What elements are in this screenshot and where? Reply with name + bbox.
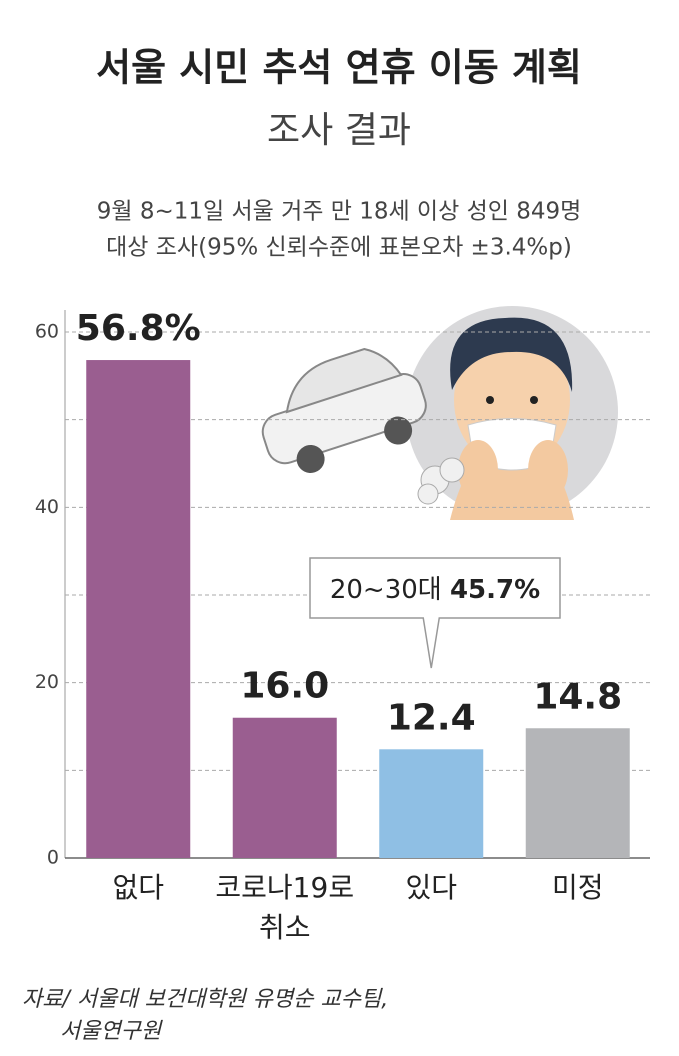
bar	[379, 749, 484, 858]
chart-subtitle: 조사 결과	[267, 110, 411, 151]
callout-box	[309, 557, 561, 669]
annotation-value: 45.7%	[450, 575, 540, 605]
bar	[525, 728, 630, 858]
value-label: 14.8	[533, 676, 622, 717]
x-tick-label: 있다	[405, 871, 458, 904]
bar	[232, 717, 337, 858]
bar	[86, 360, 191, 858]
chart-title: 서울 시민 추석 연휴 이동 계획	[96, 46, 582, 90]
y-tick-label: 20	[35, 671, 59, 693]
description: 대상 조사(95% 신뢰수준에 표본오차 ±3.4%p)	[106, 235, 572, 261]
y-tick-label: 40	[35, 496, 59, 518]
annotation: 20~30대 45.7%	[330, 575, 540, 605]
value-label: 16.0	[240, 666, 329, 707]
x-tick-label: 미정	[551, 871, 604, 904]
source: 서울연구원	[60, 1019, 163, 1044]
source: 자료/ 서울대 보건대학원 유명순 교수팀,	[22, 987, 388, 1012]
y-tick-label: 0	[47, 847, 59, 869]
value-label: 56.8%	[76, 308, 201, 349]
illustration	[261, 306, 618, 520]
x-tick-label: 없다	[112, 871, 165, 904]
annotation-label: 20~30대	[330, 575, 442, 605]
description: 9월 8~11일 서울 거주 만 18세 이상 성인 849명	[97, 199, 582, 225]
y-tick-label: 60	[35, 321, 59, 343]
x-tick-label: 코로나19로 취소	[215, 871, 355, 944]
value-label: 12.4	[387, 697, 476, 738]
